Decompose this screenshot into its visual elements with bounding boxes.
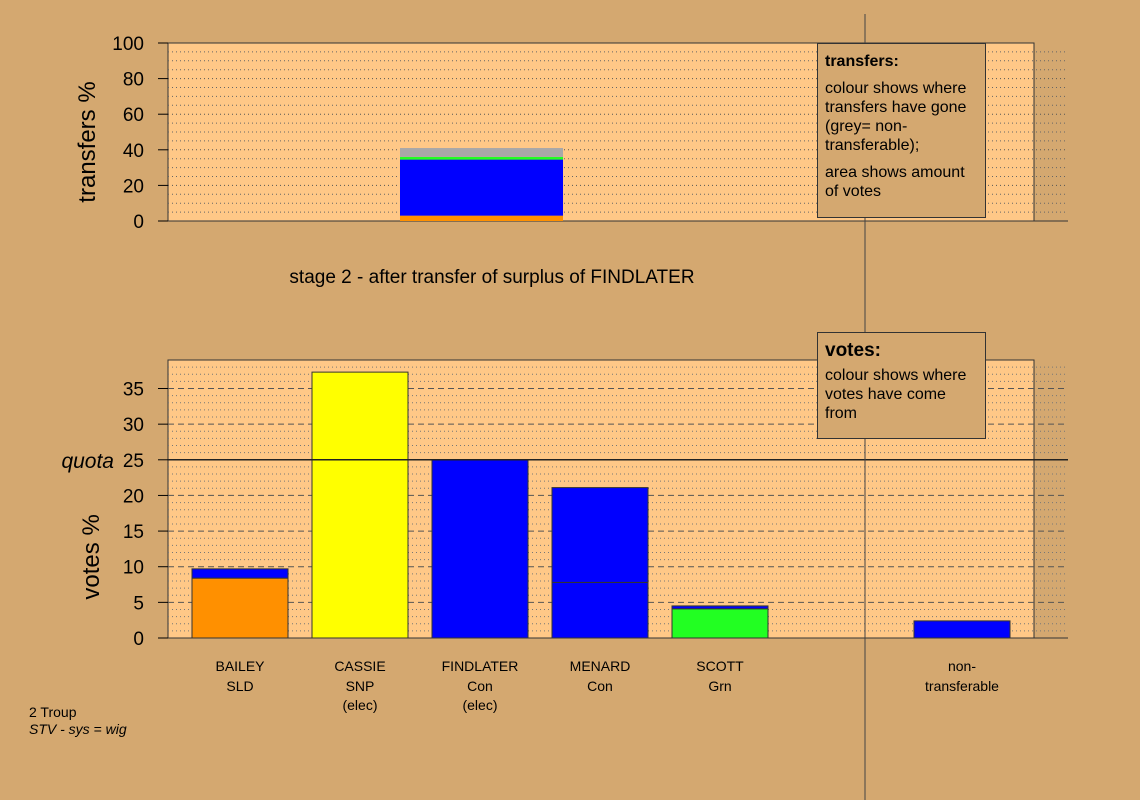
candidate-party-label: Grn: [708, 678, 731, 694]
candidate-name-label: FINDLATER: [442, 658, 519, 674]
transfer-segment: [400, 156, 563, 160]
vote-bar-segment: [551, 487, 649, 583]
candidate-party-label: SNP: [346, 678, 375, 694]
candidate-name-label: BAILEY: [215, 658, 265, 674]
transfers-tick-label: 20: [123, 176, 144, 197]
votes-legend-title: votes:: [825, 340, 881, 361]
transfers-y-axis-label: transfers %: [74, 81, 101, 202]
quota-label: quota: [61, 450, 114, 473]
footer-system: STV - sys = wig: [29, 721, 127, 737]
votes-legend-text: colour shows where votes have come from: [825, 367, 967, 422]
candidate-party-label: Con: [467, 678, 493, 694]
transfers-tick-label: 80: [123, 70, 144, 91]
vote-bar-segment: [671, 608, 769, 639]
vote-bar-segment: [191, 568, 289, 579]
votes-tick-label: 15: [123, 522, 144, 543]
transfer-segment: [400, 215, 563, 221]
votes-tick-label: 20: [123, 486, 144, 507]
candidate-name-label: CASSIE: [334, 658, 385, 674]
candidate-status-label: (elec): [462, 697, 497, 713]
transfers-legend-text1: colour shows where transfers have gone (…: [825, 80, 967, 154]
nontransferable-bar: [913, 620, 1011, 639]
vote-bar-segment: [671, 605, 769, 610]
footer-constituency: 2 Troup: [29, 704, 77, 720]
stage-title: stage 2 - after transfer of surplus of F…: [289, 267, 694, 288]
candidate-party-label: SLD: [226, 678, 253, 694]
transfers-tick-label: 40: [123, 141, 144, 162]
transfer-segment: [400, 148, 563, 157]
candidate-name-label: SCOTT: [696, 658, 744, 674]
transfers-legend: transfers: colour shows where transfers …: [817, 43, 986, 218]
transfers-legend-title: transfers:: [825, 53, 899, 70]
votes-legend: votes: colour shows where votes have com…: [817, 332, 986, 439]
vote-bar-segment: [431, 459, 529, 639]
votes-y-axis-label: votes %: [78, 514, 105, 599]
candidate-party-label: Con: [587, 678, 613, 694]
votes-tick-label: 35: [123, 380, 144, 401]
candidate-status-label: (elec): [342, 697, 377, 713]
transfers-legend-text2: area shows amount of votes: [825, 164, 965, 200]
nontransferable-label-line1: non-: [948, 658, 976, 674]
votes-tick-label: 0: [133, 629, 144, 650]
vote-bar-segment: [191, 577, 289, 639]
transfers-tick-label: 60: [123, 105, 144, 126]
votes-tick-label: 10: [123, 558, 144, 579]
transfers-tick-label: 100: [112, 34, 144, 55]
votes-tick-label: 5: [133, 593, 144, 614]
transfers-tick-label: 0: [133, 212, 144, 233]
nontransferable-label-line2: transferable: [925, 678, 999, 694]
votes-tick-label: 30: [123, 415, 144, 436]
transfer-segment: [400, 159, 563, 216]
vote-bar-segment: [311, 371, 409, 639]
candidate-name-label: MENARD: [570, 658, 631, 674]
votes-tick-label: 25: [123, 451, 144, 472]
vote-bar-segment: [551, 581, 649, 639]
footer: 2 Troup STV - sys = wig: [29, 704, 127, 738]
